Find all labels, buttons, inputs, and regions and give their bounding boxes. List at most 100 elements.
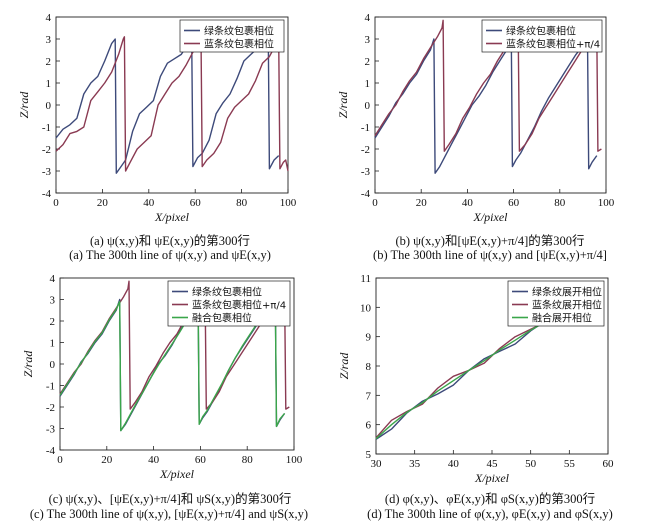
legend-label: 绿条纹包裹相位 (204, 25, 274, 38)
series-line (59, 298, 286, 432)
caption-a-en: (a) The 300th line of ψ(x,y) and ψE(x,y) (69, 248, 271, 262)
y-tick-label: -3 (46, 424, 56, 436)
chart-b: 0 20 40 60 80 100 -4 -3 -2 -1 0 1 2 3 4 X/pixel Z/rad 绿条纹… (336, 12, 615, 224)
legend-label: 蓝条纹展开相位 (532, 299, 602, 312)
y-tick-label: 0 (50, 359, 56, 371)
legend-box (481, 19, 603, 53)
y-tick-label: 1 (46, 78, 52, 90)
x-tick-label: 100 (598, 197, 615, 209)
y-tick-label: -2 (42, 144, 51, 156)
x-axis-label: X/pixel (154, 210, 190, 224)
y-tick-label: 0 (46, 100, 52, 112)
caption-a-zh: (a) ψ(x,y)和 ψE(x,y)的第300行 (89, 234, 251, 248)
y-tick-label: -1 (46, 381, 55, 393)
legend-label: 绿条纹包裹相位 (192, 286, 262, 299)
legend-box (167, 280, 291, 327)
y-tick-label: 2 (46, 56, 52, 68)
caption-d-zh: (d) φ(x,y)、φE(x,y)和 φS(x,y)的第300行 (384, 492, 596, 506)
legend-label: 融合包裹相位 (192, 312, 252, 325)
series-line (375, 318, 555, 439)
x-tick-label: 100 (280, 197, 297, 209)
y-tick-label: 9 (366, 332, 372, 344)
x-tick-label: 0 (53, 197, 59, 209)
caption-d-en: (d) The 300th line of φ(x,y), φE(x,y) an… (367, 507, 613, 521)
y-tick-label: -3 (361, 166, 371, 178)
series-line (55, 36, 289, 172)
y-tick-label: 4 (46, 12, 52, 24)
series-line (374, 19, 602, 152)
x-tick-label: 100 (286, 454, 303, 466)
series-line (55, 38, 280, 174)
y-tick-label: 10 (360, 302, 372, 314)
legend-box (507, 280, 605, 327)
legend-label: 绿条纹展开相位 (532, 286, 602, 299)
chart-d: 30 35 40 45 50 55 60 5 6 7 8 9 10 11 X/pixel Z/rad 绿条纹展开… (337, 273, 614, 485)
y-tick-label: 11 (360, 273, 371, 285)
caption-b-zh: (b) ψ(x,y)和[ψE(x,y)+π/4]的第300行 (395, 234, 585, 248)
x-tick-label: 35 (409, 458, 421, 470)
caption-c-en: (c) The 300th line of ψ(x,y), [ψE(x,y)+π… (29, 507, 309, 521)
y-tick-label: -4 (42, 188, 52, 200)
x-tick-label: 60 (603, 458, 615, 470)
y-axis-label: Z/rad (21, 350, 35, 378)
caption-c-zh: (c) ψ(x,y)、[ψE(x,y)+π/4]和 ψS(x,y)的第300行 (48, 492, 292, 506)
y-tick-label: -4 (46, 445, 56, 457)
y-tick-label: -2 (361, 144, 370, 156)
x-tick-label: 20 (416, 197, 428, 209)
x-tick-label: 45 (487, 458, 499, 470)
series-line (375, 315, 555, 440)
x-tick-label: 20 (101, 454, 113, 466)
legend-label: 融合展开相位 (532, 312, 592, 325)
y-tick-label: -2 (46, 402, 55, 414)
y-tick-label: 2 (365, 56, 371, 68)
x-tick-label: 40 (143, 197, 155, 209)
x-axis-label: X/pixel (473, 210, 509, 224)
y-tick-label: 3 (50, 295, 56, 307)
y-tick-label: 6 (366, 420, 372, 432)
y-tick-label: 3 (365, 34, 371, 46)
caption-b-en: (b) The 300th line of ψ(x,y) and [ψE(x,y… (373, 248, 607, 262)
y-tick-label: -3 (42, 166, 52, 178)
x-tick-label: 80 (236, 197, 248, 209)
y-tick-label: -1 (42, 122, 51, 134)
y-axis-label: Z/rad (17, 91, 31, 119)
y-tick-label: 4 (50, 273, 56, 285)
y-tick-label: 7 (366, 390, 372, 402)
y-tick-label: 0 (365, 100, 371, 112)
y-tick-label: -1 (361, 122, 370, 134)
x-tick-label: 0 (372, 197, 378, 209)
x-axis-label: X/pixel (159, 467, 195, 481)
x-tick-label: 50 (525, 458, 537, 470)
legend-box (179, 19, 285, 53)
legend-label: 绿条纹包裹相位 (506, 25, 576, 38)
y-tick-label: 8 (366, 361, 372, 373)
x-tick-label: 55 (564, 458, 576, 470)
y-tick-label: 4 (365, 12, 371, 24)
legend-label: 蓝条纹包裹相位+π/4 (192, 299, 286, 312)
y-tick-label: 5 (366, 449, 372, 461)
series-line (374, 38, 598, 174)
x-tick-label: 60 (190, 197, 202, 209)
chart-a: 0 20 40 60 80 100 -4 -3 -2 -1 0 1 2 3 4 X/pixel Z/rad 绿条纹… (17, 12, 297, 224)
chart-c: 0 20 40 60 80 100 -4 -3 -2 -1 0 1 2 3 4 X/pixel Z/rad 绿条纹… (21, 273, 303, 481)
x-tick-label: 40 (462, 197, 474, 209)
legend-label: 蓝条纹包裹相位+π/4 (506, 38, 600, 51)
x-tick-label: 40 (448, 458, 460, 470)
x-tick-label: 0 (57, 454, 63, 466)
x-tick-label: 60 (508, 197, 520, 209)
x-tick-label: 20 (97, 197, 109, 209)
y-tick-label: 1 (50, 338, 56, 350)
series-line (375, 316, 555, 440)
x-tick-label: 80 (554, 197, 566, 209)
legend-label: 蓝条纹包裹相位 (204, 38, 274, 51)
y-axis-label: Z/rad (336, 91, 350, 119)
x-tick-label: 80 (242, 454, 254, 466)
x-tick-label: 60 (195, 454, 207, 466)
y-tick-label: -4 (361, 188, 371, 200)
y-tick-label: 3 (46, 34, 52, 46)
